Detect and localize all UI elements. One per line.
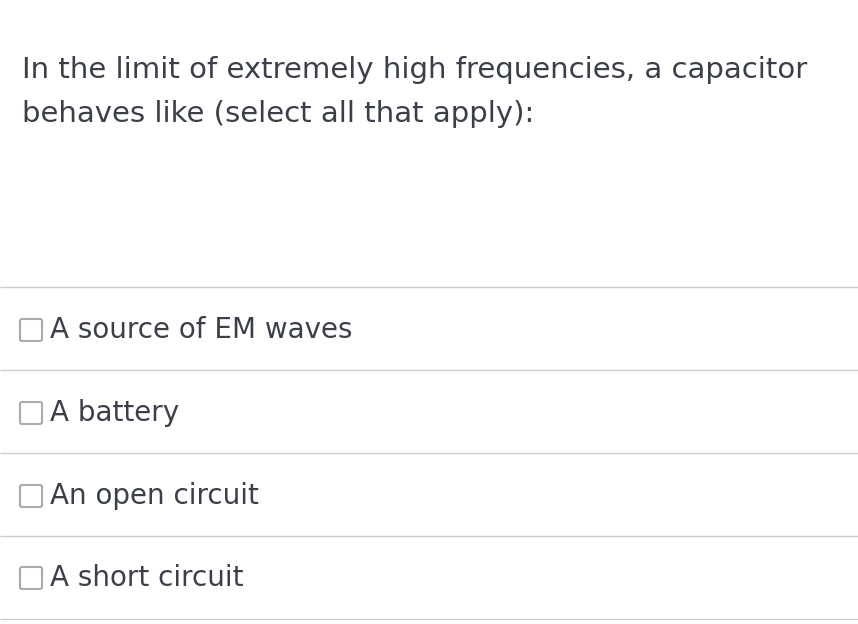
Text: In the limit of extremely high frequencies, a capacitor: In the limit of extremely high frequenci…	[22, 56, 807, 84]
Text: A battery: A battery	[50, 399, 179, 427]
Text: behaves like (select all that apply):: behaves like (select all that apply):	[22, 100, 535, 128]
Text: A short circuit: A short circuit	[50, 564, 244, 592]
FancyBboxPatch shape	[20, 319, 42, 341]
Text: An open circuit: An open circuit	[50, 482, 259, 510]
FancyBboxPatch shape	[20, 485, 42, 507]
Text: A source of EM waves: A source of EM waves	[50, 316, 353, 344]
FancyBboxPatch shape	[20, 402, 42, 424]
FancyBboxPatch shape	[20, 567, 42, 589]
